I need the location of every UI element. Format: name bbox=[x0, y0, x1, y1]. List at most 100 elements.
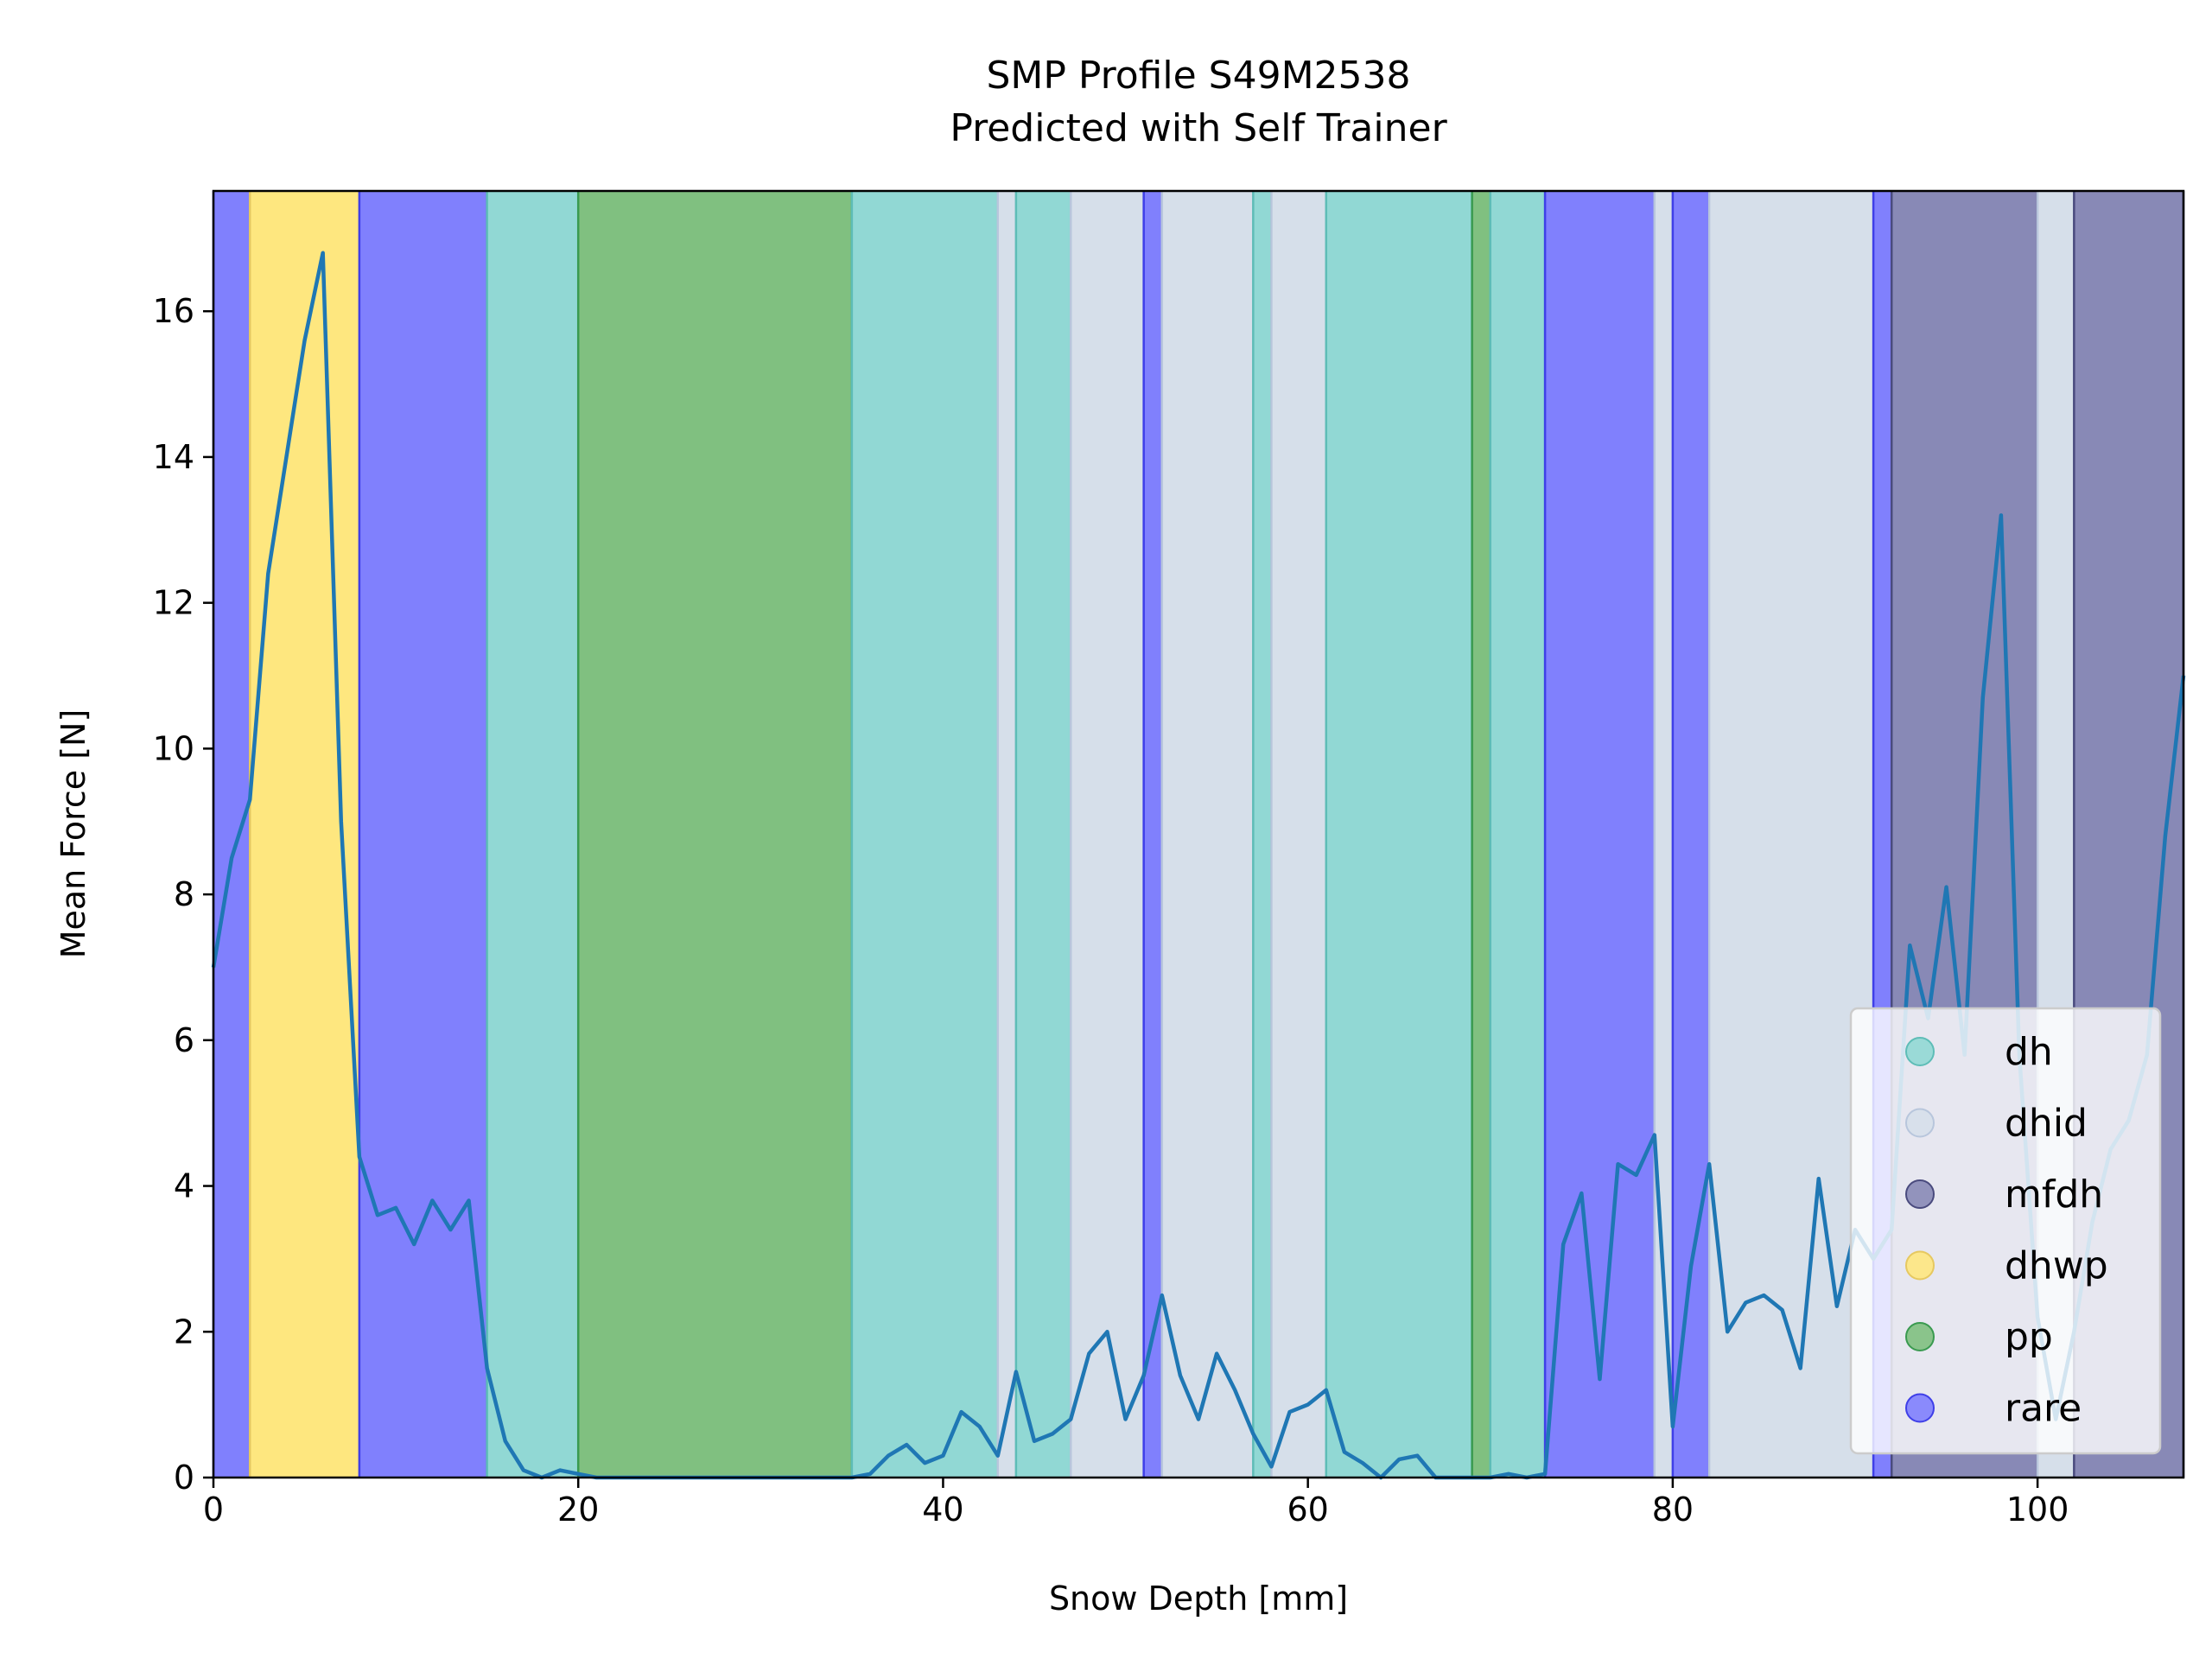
data-point bbox=[1251, 1432, 1255, 1435]
data-point bbox=[486, 1366, 489, 1370]
data-point bbox=[1215, 1352, 1218, 1356]
band-dh bbox=[486, 191, 579, 1478]
band-dh bbox=[851, 191, 998, 1478]
data-point bbox=[430, 1198, 434, 1202]
data-point bbox=[1835, 1305, 1839, 1308]
data-point bbox=[1142, 1374, 1146, 1377]
data-point bbox=[340, 820, 343, 823]
data-point bbox=[1999, 513, 2003, 517]
x-tick-label: 0 bbox=[203, 1491, 224, 1529]
chart-subtitle: Predicted with Self Trainer bbox=[950, 106, 1447, 150]
data-point bbox=[1033, 1440, 1036, 1443]
legend-marker-mfdh bbox=[1905, 1179, 1935, 1209]
data-point bbox=[1507, 1472, 1510, 1476]
plot-frame bbox=[212, 189, 2185, 1479]
legend-label: dh bbox=[2005, 1030, 2053, 1074]
y-tick-label: 12 bbox=[153, 584, 194, 622]
data-point bbox=[2164, 835, 2167, 838]
legend-marker-dhwp bbox=[1905, 1250, 1935, 1281]
data-point bbox=[558, 1469, 562, 1472]
chart-title: SMP Profile S49M2538 bbox=[986, 54, 1410, 98]
data-point bbox=[1269, 1465, 1273, 1468]
data-point bbox=[1288, 1410, 1292, 1414]
legend-marker-dh bbox=[1905, 1037, 1935, 1066]
data-point bbox=[1051, 1432, 1054, 1435]
band-dhid bbox=[1161, 191, 1254, 1478]
y-tick-label: 6 bbox=[174, 1021, 194, 1059]
legend-marker-dhid bbox=[1905, 1108, 1935, 1138]
legend: dh dhid mfdh dhwp pp rare bbox=[1849, 1007, 2162, 1455]
x-axis: 0 20 40 60 80 100 bbox=[203, 1478, 2069, 1529]
data-point bbox=[1069, 1418, 1072, 1421]
band-dh bbox=[1325, 191, 1472, 1478]
data-point bbox=[1908, 944, 1911, 947]
data-point bbox=[960, 1410, 963, 1414]
data-point bbox=[284, 455, 288, 459]
data-point bbox=[978, 1425, 982, 1428]
data-point bbox=[1160, 1294, 1164, 1297]
x-tick-label: 100 bbox=[2006, 1491, 2069, 1529]
legend-marker-rare bbox=[1905, 1393, 1935, 1423]
data-point bbox=[1124, 1418, 1128, 1421]
data-point bbox=[1671, 1425, 1675, 1428]
data-point bbox=[394, 1206, 397, 1210]
x-tick-label: 40 bbox=[922, 1491, 963, 1529]
data-point bbox=[1762, 1294, 1765, 1297]
data-point bbox=[996, 1454, 1000, 1458]
data-point bbox=[1689, 1264, 1693, 1268]
data-point bbox=[321, 251, 325, 255]
data-point bbox=[1744, 1301, 1747, 1305]
data-point bbox=[1014, 1370, 1018, 1374]
band-dh bbox=[1015, 191, 1071, 1478]
legend-marker-pp bbox=[1905, 1322, 1935, 1351]
data-point bbox=[1179, 1374, 1182, 1377]
band-rare bbox=[1672, 191, 1710, 1478]
band-dhid bbox=[1271, 191, 1326, 1478]
y-tick-label: 10 bbox=[153, 729, 194, 767]
band-pp bbox=[578, 191, 852, 1478]
data-point bbox=[358, 1155, 361, 1159]
data-point bbox=[923, 1461, 926, 1465]
data-point bbox=[1197, 1418, 1200, 1421]
data-point bbox=[1105, 1330, 1109, 1333]
data-point bbox=[412, 1243, 416, 1246]
data-point bbox=[376, 1213, 379, 1217]
y-tick-label: 8 bbox=[174, 875, 194, 913]
data-point bbox=[1781, 1308, 1784, 1312]
data-point bbox=[1343, 1450, 1346, 1453]
data-point bbox=[868, 1472, 872, 1476]
data-point bbox=[1561, 1243, 1565, 1246]
band-dhid bbox=[1654, 191, 1673, 1478]
legend-label: mfdh bbox=[2005, 1173, 2103, 1217]
prediction-bands bbox=[212, 191, 2185, 1478]
data-point bbox=[303, 339, 307, 342]
data-point bbox=[504, 1440, 507, 1443]
data-point bbox=[1617, 1162, 1620, 1166]
band-dhid bbox=[1071, 191, 1144, 1478]
data-point bbox=[1981, 696, 1985, 699]
data-point bbox=[887, 1454, 890, 1458]
data-point bbox=[467, 1198, 471, 1202]
x-axis-label: Snow Depth [mm] bbox=[1049, 1580, 1348, 1618]
data-point bbox=[1817, 1177, 1821, 1180]
data-point bbox=[1653, 1133, 1656, 1136]
data-point bbox=[941, 1454, 944, 1458]
band-rare bbox=[1143, 191, 1162, 1478]
y-tick-label: 16 bbox=[153, 292, 194, 330]
band-dh bbox=[1490, 191, 1546, 1478]
x-tick-label: 80 bbox=[1652, 1491, 1694, 1529]
data-point bbox=[905, 1443, 908, 1446]
band-dh bbox=[1253, 191, 1272, 1478]
x-tick-label: 20 bbox=[557, 1491, 599, 1529]
band-rare bbox=[359, 191, 487, 1478]
data-point bbox=[1361, 1461, 1364, 1465]
data-point bbox=[1635, 1173, 1638, 1177]
data-point bbox=[248, 798, 251, 801]
legend-label: dhid bbox=[2005, 1102, 2088, 1146]
data-point bbox=[1945, 886, 1948, 889]
data-point bbox=[1707, 1162, 1711, 1166]
data-point bbox=[1397, 1458, 1401, 1461]
data-point bbox=[1415, 1454, 1419, 1458]
data-point bbox=[522, 1469, 525, 1472]
